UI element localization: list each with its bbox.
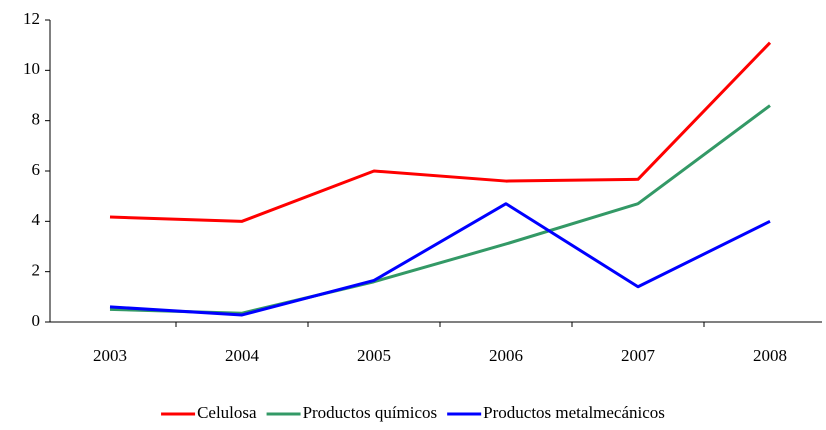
x-tick-label: 2008 [753,346,787,365]
series-line [109,202,771,317]
x-tick-label: 2003 [93,346,127,365]
y-tick-label: 2 [32,261,41,280]
y-tick-label: 10 [23,59,40,78]
y-tick-label: 4 [32,210,41,229]
legend-label: Celulosa [197,403,257,422]
y-tick-label: 0 [32,311,41,330]
legend-label: Productos químicos [303,403,438,422]
x-tick-label: 2005 [357,346,391,365]
x-tick-label: 2004 [225,346,260,365]
x-tick-label: 2007 [621,346,656,365]
y-tick-label: 8 [32,110,41,129]
series-line [109,41,772,223]
series-line [109,104,771,315]
y-tick-label: 12 [23,9,40,28]
y-tick-label: 6 [32,160,41,179]
legend-label: Productos metalmecánicos [483,403,665,422]
x-tick-label: 2006 [489,346,523,365]
